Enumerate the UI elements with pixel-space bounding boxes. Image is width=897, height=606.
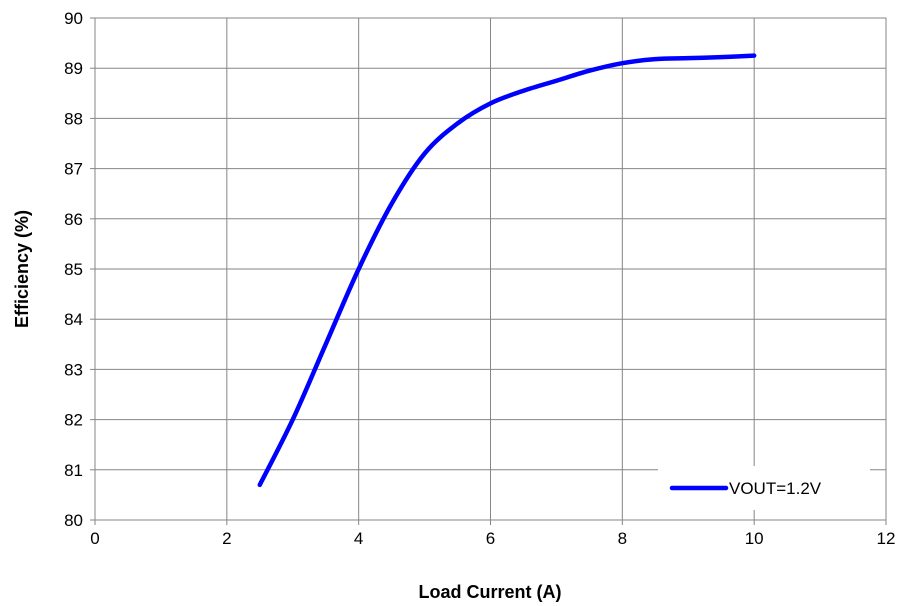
y-tick-label: 85: [64, 260, 83, 279]
y-tick-label: 88: [64, 109, 83, 128]
x-axis-ticks: 0 2 4 6 8 10 12: [90, 520, 895, 548]
y-tick-label: 86: [64, 210, 83, 229]
y-tick-label: 80: [64, 511, 83, 530]
series-layer: [257, 53, 757, 488]
legend: VOUT=1.2V: [658, 466, 870, 510]
x-tick-label: 0: [90, 529, 99, 548]
x-tick-label: 2: [222, 529, 231, 548]
y-tick-label: 81: [64, 461, 83, 480]
x-tick-label: 6: [486, 529, 495, 548]
y-tick-label: 89: [64, 59, 83, 78]
y-tick-label: 90: [64, 9, 83, 28]
y-tick-label: 87: [64, 160, 83, 179]
y-tick-label: 83: [64, 360, 83, 379]
x-tick-label: 8: [618, 529, 627, 548]
y-axis-ticks: 80 81 82 83 84 85 86 87 88 89 90: [64, 9, 95, 530]
y-tick-label: 82: [64, 411, 83, 430]
x-axis-title: Load Current (A): [419, 582, 562, 602]
x-tick-label: 4: [354, 529, 363, 548]
legend-label-vout-1-2v: VOUT=1.2V: [729, 479, 822, 498]
y-tick-label: 84: [64, 310, 83, 329]
x-tick-label: 10: [745, 529, 764, 548]
y-axis-title: Efficiency (%): [12, 210, 32, 328]
x-tick-label: 12: [877, 529, 896, 548]
series-line-0: [257, 53, 757, 488]
